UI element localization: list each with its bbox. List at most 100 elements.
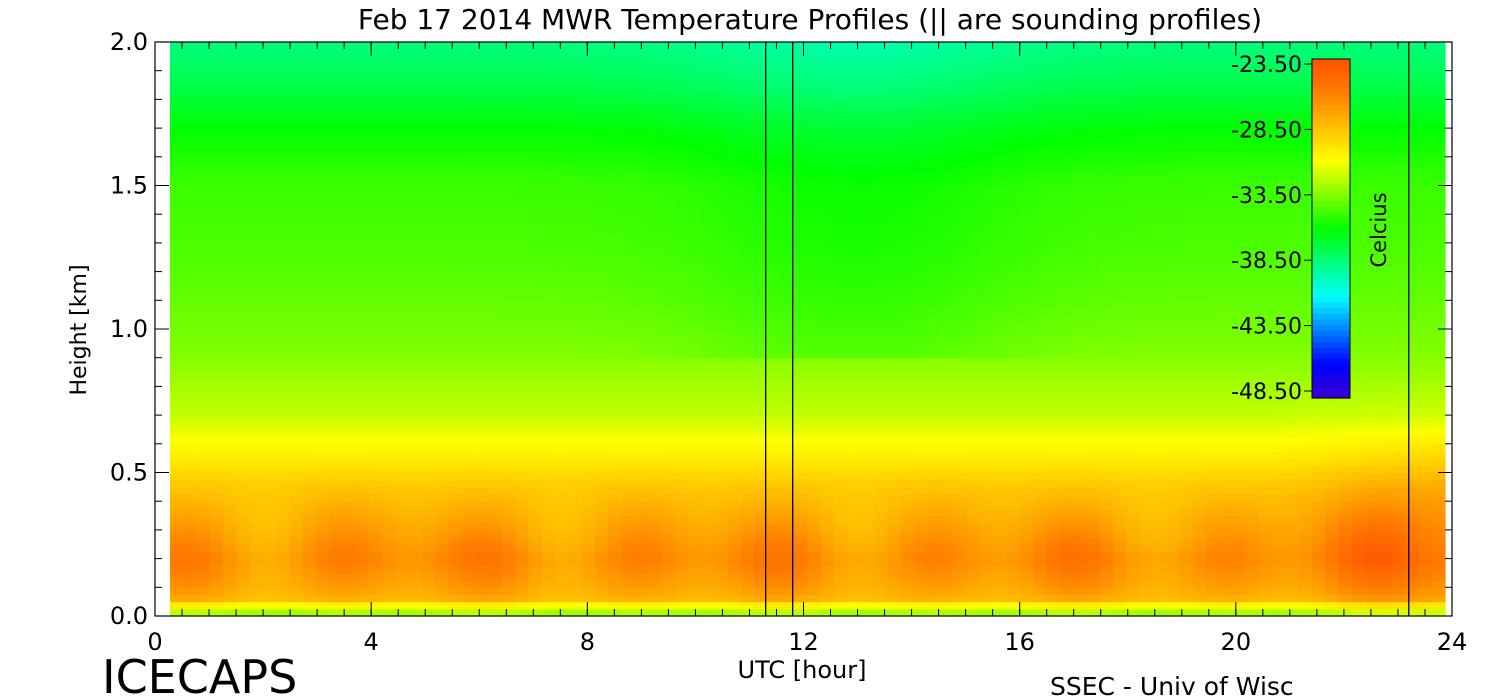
heatmap-cell xyxy=(209,458,224,466)
heatmap-cell xyxy=(1418,594,1433,603)
heatmap-cell xyxy=(209,522,224,531)
heatmap-cell xyxy=(223,314,238,323)
heatmap-cell xyxy=(940,608,955,617)
heatmap-cell xyxy=(900,336,915,344)
heatmap-cell xyxy=(913,608,928,617)
heatmap-cell xyxy=(1059,278,1074,287)
heatmap-cell xyxy=(1126,565,1141,574)
heatmap-cell xyxy=(1205,242,1220,251)
heatmap-cell xyxy=(555,343,570,352)
heatmap-cell xyxy=(382,300,397,309)
heatmap-cell xyxy=(1352,572,1366,581)
heatmap-cell xyxy=(1431,515,1446,524)
heatmap-cell xyxy=(940,422,955,431)
heatmap-cell xyxy=(1112,608,1127,617)
heatmap-cell xyxy=(196,486,211,495)
heatmap-cell xyxy=(714,307,729,316)
heatmap-cell xyxy=(727,443,742,452)
heatmap-cell xyxy=(1205,443,1220,452)
heatmap-cell xyxy=(289,443,304,452)
heatmap-cell xyxy=(980,486,995,495)
heatmap-cell xyxy=(1020,594,1034,603)
heatmap-cell xyxy=(674,494,689,502)
heatmap-cell xyxy=(329,551,344,560)
heatmap-cell xyxy=(196,386,211,395)
heatmap-cell xyxy=(568,450,583,459)
heatmap-cell xyxy=(1126,515,1141,524)
heatmap-cell xyxy=(209,486,224,495)
heatmap-cell xyxy=(422,293,437,301)
heatmap-cell xyxy=(1405,551,1420,560)
heatmap-cell xyxy=(741,565,755,574)
heatmap-cell xyxy=(953,300,968,309)
heatmap-cell xyxy=(913,587,928,596)
heatmap-cell xyxy=(475,486,490,495)
heatmap-cell xyxy=(1405,329,1420,337)
heatmap-cell xyxy=(502,343,516,352)
heatmap-cell xyxy=(395,350,410,359)
heatmap-cell xyxy=(1405,350,1420,359)
heatmap-cell xyxy=(966,278,981,287)
heatmap-cell xyxy=(289,594,304,603)
heatmap-cell xyxy=(1020,501,1034,509)
heatmap-cell xyxy=(236,479,251,488)
heatmap-cell xyxy=(1099,537,1114,545)
heatmap-cell xyxy=(1192,242,1207,251)
heatmap-cell xyxy=(820,580,835,588)
heatmap-cell xyxy=(754,264,769,273)
heatmap-cell xyxy=(966,508,981,517)
heatmap-cell xyxy=(993,529,1008,538)
heatmap-cell xyxy=(1166,257,1180,266)
heatmap-cell xyxy=(1112,429,1127,438)
heatmap-cell xyxy=(913,565,928,574)
heatmap-cell xyxy=(873,364,888,373)
heatmap-cell xyxy=(1405,515,1420,524)
heatmap-cell xyxy=(727,321,742,330)
heatmap-cell xyxy=(1391,422,1406,431)
heatmap-cell xyxy=(1298,379,1313,387)
heatmap-cell xyxy=(834,343,848,352)
heatmap-cell xyxy=(276,558,291,567)
heatmap-cell xyxy=(1312,515,1327,524)
heatmap-cell xyxy=(1006,494,1021,502)
heatmap-cell xyxy=(1126,242,1141,251)
heatmap-cell xyxy=(1112,450,1127,459)
heatmap-cell xyxy=(714,343,729,352)
heatmap-cell xyxy=(714,558,729,567)
heatmap-cell xyxy=(1059,307,1074,316)
heatmap-cell xyxy=(568,522,583,531)
heatmap-cell xyxy=(1272,271,1287,280)
heatmap-cell xyxy=(236,587,251,596)
heatmap-cell xyxy=(515,587,530,596)
heatmap-cell xyxy=(621,450,636,459)
heatmap-cell xyxy=(1099,522,1114,531)
heatmap-cell xyxy=(316,400,330,409)
heatmap-cell xyxy=(289,329,304,337)
heatmap-cell xyxy=(1126,544,1141,553)
heatmap-cell xyxy=(329,479,344,488)
heatmap-cell xyxy=(1232,422,1247,431)
heatmap-cell xyxy=(236,601,251,610)
heatmap-cell xyxy=(1338,479,1353,488)
heatmap-cell xyxy=(488,300,503,309)
heatmap-cell xyxy=(993,450,1008,459)
heatmap-cell xyxy=(196,594,211,603)
heatmap-cell xyxy=(1219,537,1234,545)
heatmap-cell xyxy=(329,407,344,416)
heatmap-cell xyxy=(980,551,995,560)
heatmap-cell xyxy=(1219,300,1234,309)
heatmap-cell xyxy=(1272,357,1287,366)
heatmap-cell xyxy=(422,300,437,309)
heatmap-cell xyxy=(541,307,556,316)
heatmap-cell xyxy=(900,529,915,538)
heatmap-cell xyxy=(316,357,330,366)
heatmap-cell xyxy=(966,372,981,380)
heatmap-cell xyxy=(223,422,238,431)
heatmap-cell xyxy=(462,587,477,596)
heatmap-cell xyxy=(289,271,304,280)
heatmap-cell xyxy=(1365,608,1380,617)
heatmap-cell xyxy=(1352,522,1366,531)
heatmap-cell xyxy=(1020,436,1034,445)
heatmap-cell xyxy=(1245,321,1260,330)
heatmap-cell xyxy=(541,465,556,474)
